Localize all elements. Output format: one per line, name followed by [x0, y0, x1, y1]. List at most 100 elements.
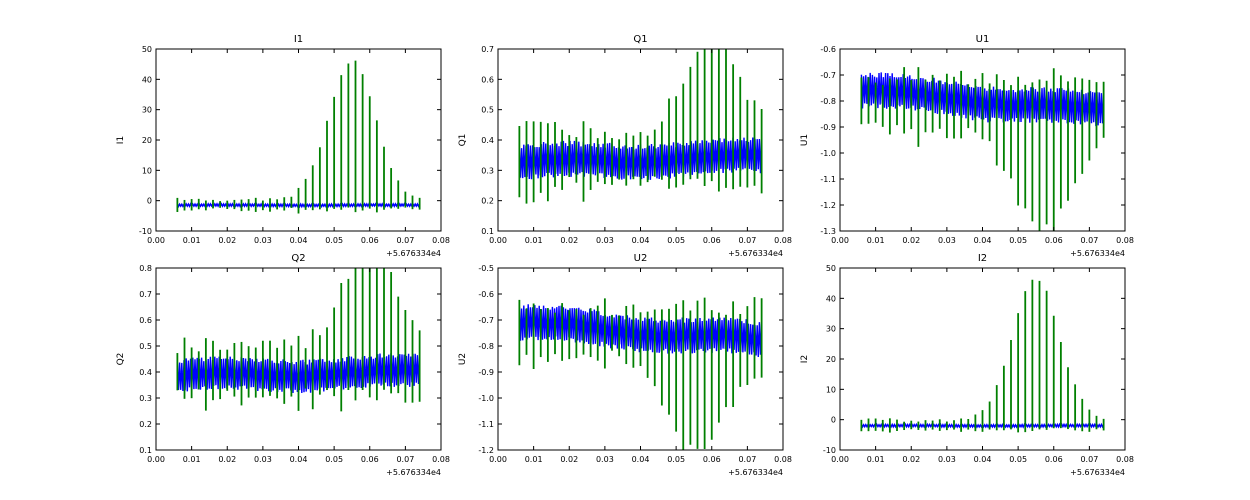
y-tick-label: 0.2 [481, 197, 494, 206]
y-tick: 0.5 [481, 106, 783, 115]
x-tick-label: 0.05 [325, 455, 343, 464]
x-tick-label: 0.06 [361, 236, 379, 245]
y-tick-label: 0.4 [139, 368, 152, 377]
y-tick: 50 [142, 45, 441, 54]
y-tick-label: 0.3 [139, 394, 152, 403]
x-tick: 0.06 [703, 268, 721, 464]
y-tick: 0.1 [481, 227, 783, 236]
x-tick: 0.02 [218, 49, 236, 245]
y-tick: 0.4 [139, 368, 441, 377]
x-tick-label: 0.00 [147, 236, 165, 245]
y-tick-label: 10 [826, 385, 836, 394]
x-tick: 0.01 [183, 49, 201, 245]
x-tick: 0.07 [1080, 268, 1098, 464]
x-tick: 0.02 [218, 268, 236, 464]
y-tick-label: -1.3 [820, 227, 836, 236]
x-tick: 0.07 [1080, 49, 1098, 245]
x-tick: 0.05 [325, 268, 343, 464]
plot-area [518, 297, 763, 450]
y-tick-label: -1.1 [478, 420, 494, 429]
y-tick-label: 0.1 [139, 446, 152, 455]
x-tick: 0.04 [290, 49, 307, 245]
x-tick: 0.01 [525, 268, 543, 464]
x-tick-label: 0.06 [703, 455, 721, 464]
y-tick-label: -1.1 [820, 175, 836, 184]
x-tick-label: 0.04 [974, 236, 992, 245]
x-tick: 0.07 [738, 49, 756, 245]
y-tick: 10 [142, 166, 441, 175]
series-green [518, 49, 763, 204]
y-axis-label: U2 [458, 353, 468, 365]
x-tick: 0.04 [974, 49, 992, 245]
x-tick-label: 0.04 [290, 455, 308, 464]
y-tick: 50 [826, 264, 1125, 273]
y-tick: -10 [139, 227, 441, 236]
y-tick: 40 [826, 294, 1125, 303]
x-offset-label: +5.676334e4 [728, 468, 783, 477]
x-tick: 0.08 [774, 49, 792, 245]
x-tick: 0.04 [632, 268, 649, 464]
x-tick-label: 0.00 [489, 455, 507, 464]
y-tick-label: 0.2 [139, 420, 152, 429]
x-tick-label: 0.01 [867, 236, 885, 245]
x-offset-label: +5.676334e4 [728, 249, 783, 258]
y-tick: -1.2 [820, 201, 1125, 210]
y-tick: -0.7 [820, 71, 1125, 80]
y-tick: 0.7 [139, 290, 441, 299]
y-tick: -1.1 [820, 175, 1125, 184]
x-tick-label: 0.07 [396, 236, 414, 245]
x-tick: 0.00 [489, 268, 507, 464]
x-tick: 0.05 [667, 49, 685, 245]
y-tick-label: 10 [142, 166, 152, 175]
y-tick-label: 0.5 [481, 106, 494, 115]
x-tick-label: 0.07 [1080, 236, 1098, 245]
x-tick: 0.06 [703, 49, 721, 245]
x-tick-label: 0.05 [667, 236, 685, 245]
y-tick-label: 0.6 [139, 316, 152, 325]
y-tick-label: 50 [142, 45, 152, 54]
x-tick: 0.00 [831, 49, 849, 245]
series-green [518, 297, 763, 450]
x-tick: 0.03 [254, 268, 272, 464]
x-tick-label: 0.04 [632, 236, 650, 245]
x-tick-label: 0.00 [489, 236, 507, 245]
x-tick: 0.07 [738, 268, 756, 464]
x-tick-label: 0.02 [560, 455, 578, 464]
y-tick-label: 30 [142, 106, 152, 115]
y-tick: 0.4 [481, 136, 783, 145]
x-tick: 0.07 [396, 49, 414, 245]
subplot-I1: 0.00 0.01 0.02 0.03 0.04 0.05 0.06 0.07 0.08 -10 0… [116, 34, 450, 258]
y-tick: 0 [831, 416, 1125, 425]
x-offset-label: +5.676334e4 [1070, 249, 1125, 258]
plot-area [518, 49, 763, 204]
y-tick: 30 [826, 325, 1125, 334]
y-tick-label: 30 [826, 325, 836, 334]
x-tick: 0.01 [525, 49, 543, 245]
x-tick: 0.01 [867, 268, 885, 464]
y-tick-label: 0.4 [481, 136, 494, 145]
y-tick-label: 20 [826, 355, 836, 364]
y-tick-label: -1.2 [820, 201, 836, 210]
x-tick-label: 0.00 [831, 236, 849, 245]
y-tick-label: -0.8 [478, 342, 494, 351]
y-tick-label: -0.7 [478, 316, 494, 325]
y-tick-label: -1.0 [478, 394, 494, 403]
plot-area [860, 67, 1105, 231]
x-tick-label: 0.03 [254, 455, 272, 464]
series-green [860, 279, 1105, 433]
y-tick-label: 0.5 [139, 342, 152, 351]
y-tick-label: 40 [826, 294, 836, 303]
x-tick: 0.05 [325, 49, 343, 245]
x-tick: 0.02 [902, 49, 920, 245]
y-tick: -10 [823, 446, 1125, 455]
subplot-I2: 0.00 0.01 0.02 0.03 0.04 0.05 0.06 0.07 0.08 -10 0… [800, 253, 1134, 477]
y-tick-label: 0.8 [139, 264, 152, 273]
y-tick: -0.8 [478, 342, 783, 351]
y-tick-label: 20 [142, 136, 152, 145]
x-tick: 0.06 [361, 268, 379, 464]
x-tick: 0.03 [938, 268, 956, 464]
x-tick-label: 0.06 [1045, 236, 1063, 245]
x-tick-label: 0.07 [1080, 455, 1098, 464]
y-tick: -1.0 [478, 394, 783, 403]
